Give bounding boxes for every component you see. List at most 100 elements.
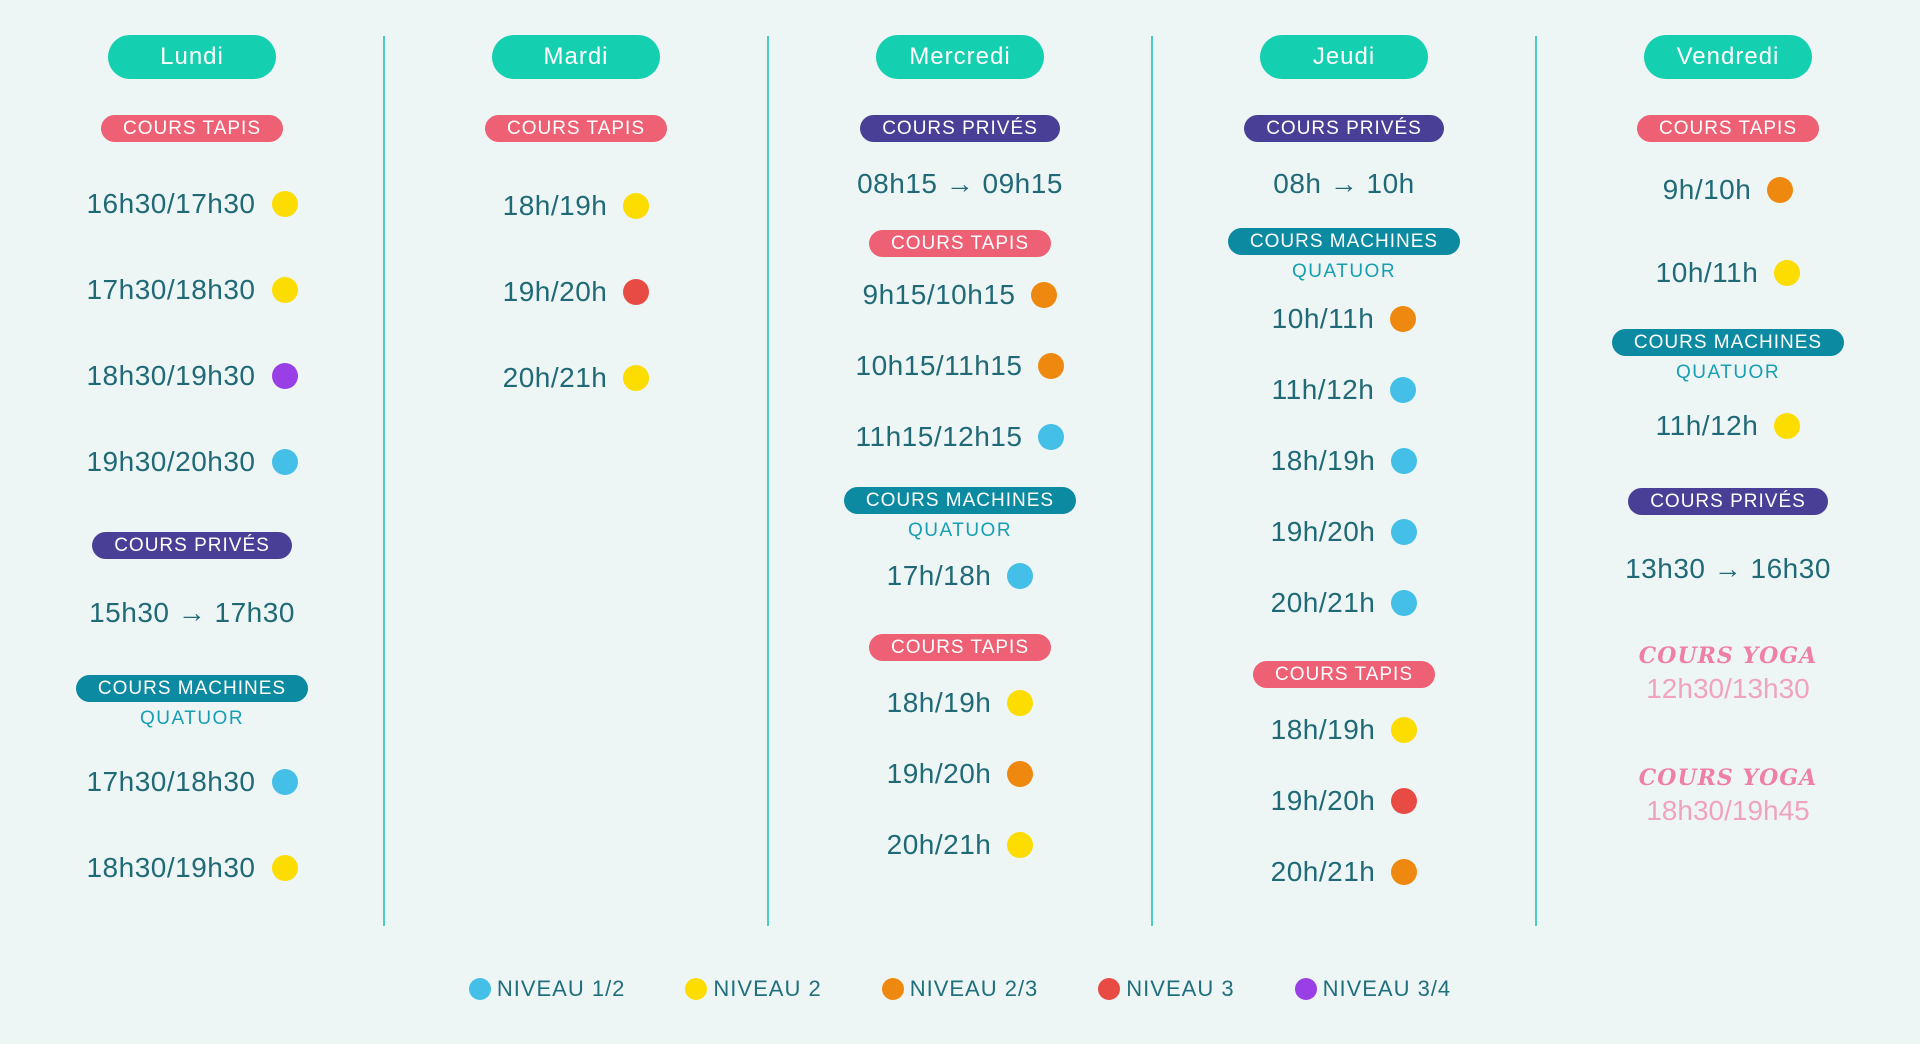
cours-tapis-label: COURS TAPIS: [868, 230, 1052, 257]
level-dot-orange: [1391, 859, 1418, 885]
time-slot: 18h/19h: [887, 683, 1034, 723]
column-vendredi: Vendredi COURS TAPIS 9h/10h 10h/11h COURS…: [1535, 0, 1920, 940]
level-dot-orange: [1031, 282, 1058, 308]
time-slot-text: 17h30/18h30: [86, 274, 256, 305]
quatuor-label: QUATUOR: [1675, 362, 1781, 383]
legend-label: NIVEAU 3: [1126, 976, 1235, 1001]
level-dot-yellow: [1774, 413, 1801, 439]
slot-list: 9h/10h 10h/11h: [1656, 170, 1801, 293]
time-slot: 18h30/19h30: [86, 848, 298, 888]
day-pill-vendredi: Vendredi: [1644, 35, 1812, 79]
time-slot-text: 19h/20h: [886, 758, 992, 789]
slot-list: 18h/19h 19h/20h 20h/21h: [887, 683, 1034, 865]
level-dot-orange: [1038, 353, 1065, 379]
column-lundi: Lundi COURS TAPIS 16h30/17h30 17h30/18h30…: [0, 0, 384, 940]
slot-list: 17h/18h: [887, 556, 1034, 596]
time-slot: 9h15/10h15: [863, 275, 1058, 315]
time-slot-text: 18h30/19h30: [86, 852, 256, 883]
time-slot-text: 18h/19h: [886, 687, 992, 718]
level-dot-red: [1391, 788, 1418, 814]
time-slot: 17h30/18h30: [86, 762, 298, 802]
legend-item: NIVEAU 2/3: [881, 976, 1039, 1002]
time-slot-text: 9h/10h: [1662, 174, 1752, 205]
time-slot: 10h/11h: [1656, 253, 1801, 293]
column-divider: [767, 36, 769, 926]
time-slot-text: 11h15/12h15: [855, 421, 1023, 452]
time-slot: 17h30/18h30: [86, 270, 298, 310]
slot-list: 10h/11h 11h/12h 18h/19h 19h/20h 20h/21h: [1271, 299, 1418, 623]
legend-label: NIVEAU 1/2: [496, 976, 626, 1001]
day-pill-jeudi: Jeudi: [1260, 35, 1428, 79]
level-dot-yellow: [271, 855, 298, 881]
legend-label: NIVEAU 2/3: [909, 976, 1039, 1001]
time-slot-text: 18h30/19h30: [86, 360, 256, 391]
time-slot-text: 10h/11h: [1271, 303, 1375, 334]
level-dot-blue: [1390, 377, 1417, 403]
level-dot-yellow: [271, 191, 298, 217]
time-slot-text: 18h/19h: [1270, 445, 1376, 476]
quatuor-label: QUATUOR: [907, 520, 1013, 541]
time-slot: 19h/20h: [1271, 512, 1418, 552]
time-slot: 18h30/19h30: [86, 356, 298, 396]
level-dot-blue: [1391, 448, 1418, 474]
legend-dot-purple: [1294, 978, 1317, 1000]
time-slot-text: 20h/21h: [886, 829, 992, 860]
prives-time-range: 08h → 10h: [1273, 168, 1415, 199]
time-slot: 10h15/11h15: [856, 346, 1065, 386]
level-dot-red: [623, 279, 650, 305]
time-slot: 20h/21h: [887, 825, 1034, 865]
cours-prives-label: COURS PRIVÉS: [92, 532, 292, 559]
time-slot-text: 20h/21h: [1270, 587, 1376, 618]
cours-machines-label: COURS MACHINES: [1227, 228, 1461, 255]
time-slot: 19h/20h: [1271, 781, 1418, 821]
time-slot-text: 19h/20h: [1270, 516, 1376, 547]
time-slot-text: 19h30/20h30: [86, 446, 256, 477]
cours-machines-label: COURS MACHINES: [843, 487, 1077, 514]
time-slot-text: 11h/12h: [1655, 410, 1759, 441]
legend-dot-red: [1098, 978, 1121, 1000]
slot-list: 18h/19h 19h/20h 20h/21h: [1271, 710, 1418, 892]
level-dot-orange: [1007, 761, 1034, 787]
time-slot: 10h/11h: [1272, 299, 1417, 339]
cours-machines-label: COURS MACHINES: [1611, 329, 1845, 356]
level-dot-yellow: [1391, 717, 1418, 743]
time-slot: 18h/19h: [503, 186, 650, 226]
slot-list: 17h30/18h30 18h30/19h30: [86, 762, 298, 888]
level-dot-yellow: [271, 277, 298, 303]
day-pill-lundi: Lundi: [108, 35, 276, 79]
legend-dot-orange: [881, 978, 904, 1000]
column-divider: [383, 36, 385, 926]
cours-tapis-label: COURS TAPIS: [1636, 115, 1820, 142]
time-slot-text: 11h/12h: [1271, 374, 1375, 405]
level-dot-yellow: [623, 193, 650, 219]
cours-prives-label: COURS PRIVÉS: [860, 115, 1060, 142]
column-divider: [1151, 36, 1153, 926]
time-slot-text: 20h/21h: [1270, 856, 1376, 887]
cours-prives-label: COURS PRIVÉS: [1628, 488, 1828, 515]
cours-tapis-label: COURS TAPIS: [100, 115, 284, 142]
time-slot-text: 17h30/18h30: [86, 766, 256, 797]
time-slot-text: 19h/20h: [502, 276, 608, 307]
time-slot: 19h30/20h30: [86, 442, 298, 482]
level-legend: NIVEAU 1/2 NIVEAU 2 NIVEAU 2/3 NIVEAU 3 NIVE…: [0, 976, 1920, 1002]
time-slot-text: 16h30/17h30: [86, 188, 256, 219]
time-slot-text: 20h/21h: [502, 362, 608, 393]
column-mercredi: Mercredi COURS PRIVÉS 08h15 → 09h15 COUR…: [767, 0, 1152, 940]
legend-item: NIVEAU 3/4: [1294, 976, 1452, 1002]
level-dot-blue: [1391, 519, 1418, 545]
level-dot-yellow: [623, 365, 650, 391]
column-mardi: Mardi COURS TAPIS 18h/19h 19h/20h 20h/21h: [383, 0, 768, 940]
level-dot-purple: [271, 363, 298, 389]
level-dot-blue: [1007, 563, 1034, 589]
legend-label: NIVEAU 3/4: [1322, 976, 1452, 1001]
time-slot: 17h/18h: [887, 556, 1034, 596]
cours-yoga-label: COURS YOGA: [1638, 643, 1818, 669]
time-slot: 20h/21h: [1271, 583, 1418, 623]
time-slot-text: 17h/18h: [886, 560, 992, 591]
weekly-schedule: Lundi COURS TAPIS 16h30/17h30 17h30/18h30…: [0, 0, 1920, 940]
level-dot-blue: [1038, 424, 1065, 450]
level-dot-blue: [271, 769, 298, 795]
cours-tapis-label: COURS TAPIS: [868, 634, 1052, 661]
time-slot: 16h30/17h30: [86, 184, 298, 224]
column-jeudi: Jeudi COURS PRIVÉS 08h → 10h COURS MACHI…: [1151, 0, 1536, 940]
